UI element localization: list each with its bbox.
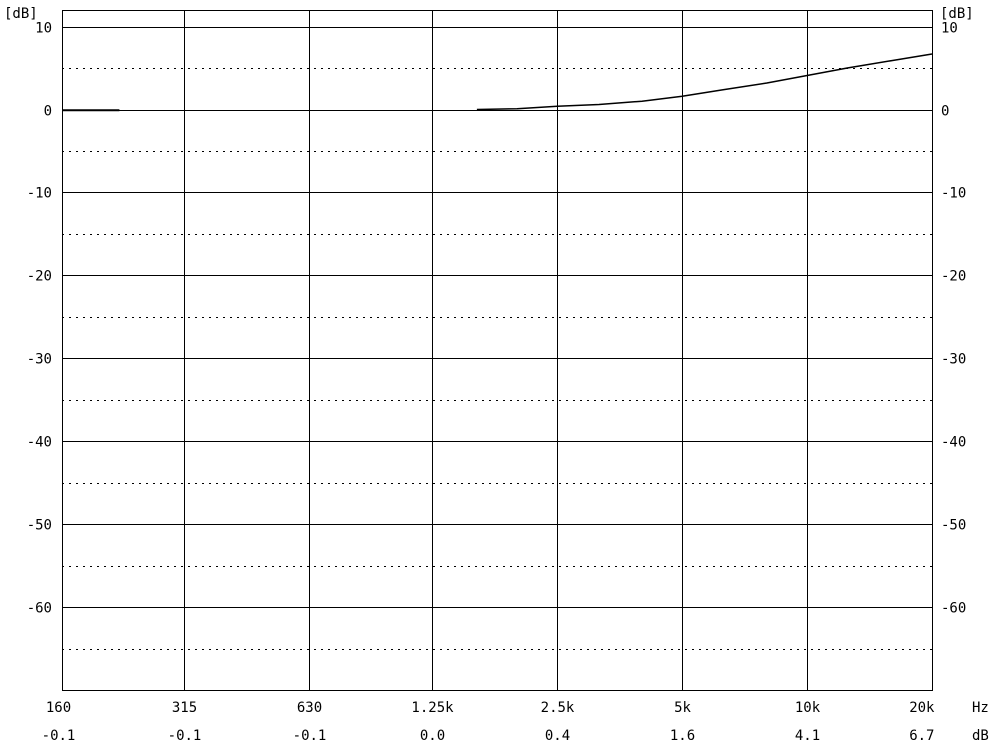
y-tick-label-right: -50 (941, 518, 966, 534)
y-unit-left: [dB] (4, 6, 38, 22)
response-curve-segment (476, 53, 933, 111)
value-label: 4.1 (795, 728, 820, 744)
y-unit-right: [dB] (940, 6, 974, 22)
x-unit-label: Hz (972, 700, 989, 716)
y-tick-label-left: 0 (44, 104, 52, 120)
y-tick-label-left: -30 (27, 352, 52, 368)
y-tick-label-left: -20 (27, 269, 52, 285)
x-tick-label: 2.5k (541, 700, 575, 716)
plot-frame (62, 10, 933, 691)
y-tick-label-right: 0 (941, 104, 949, 120)
value-label: -0.1 (293, 728, 327, 744)
value-label: -0.1 (42, 728, 76, 744)
value-label: -0.1 (168, 728, 202, 744)
x-tick-label: 315 (172, 700, 197, 716)
y-tick-label-right: -30 (941, 352, 966, 368)
value-label: 1.6 (670, 728, 695, 744)
x-tick-label: 10k (795, 700, 821, 716)
y-tick-label-left: -10 (27, 186, 52, 202)
value-label: 0.4 (545, 728, 570, 744)
x-tick-label: 5k (674, 700, 691, 716)
value-label: 6.7 (909, 728, 934, 744)
x-tick-label: 1.25k (411, 700, 454, 716)
y-tick-label-right: -20 (941, 269, 966, 285)
x-tick-label: 630 (297, 700, 322, 716)
y-tick-label-right: -10 (941, 186, 966, 202)
y-tick-label-right: -60 (941, 601, 966, 617)
y-tick-label-left: -40 (27, 435, 52, 451)
y-tick-label-left: -50 (27, 518, 52, 534)
y-tick-label-right: 10 (941, 21, 958, 37)
y-tick-label-left: 10 (35, 21, 52, 37)
value-label: 0.0 (420, 728, 445, 744)
x-tick-label: 160 (46, 700, 71, 716)
y-tick-label-right: -40 (941, 435, 966, 451)
y-tick-label-left: -60 (27, 601, 52, 617)
value-unit-label: dB (972, 728, 989, 744)
x-tick-label: 20k (909, 700, 935, 716)
